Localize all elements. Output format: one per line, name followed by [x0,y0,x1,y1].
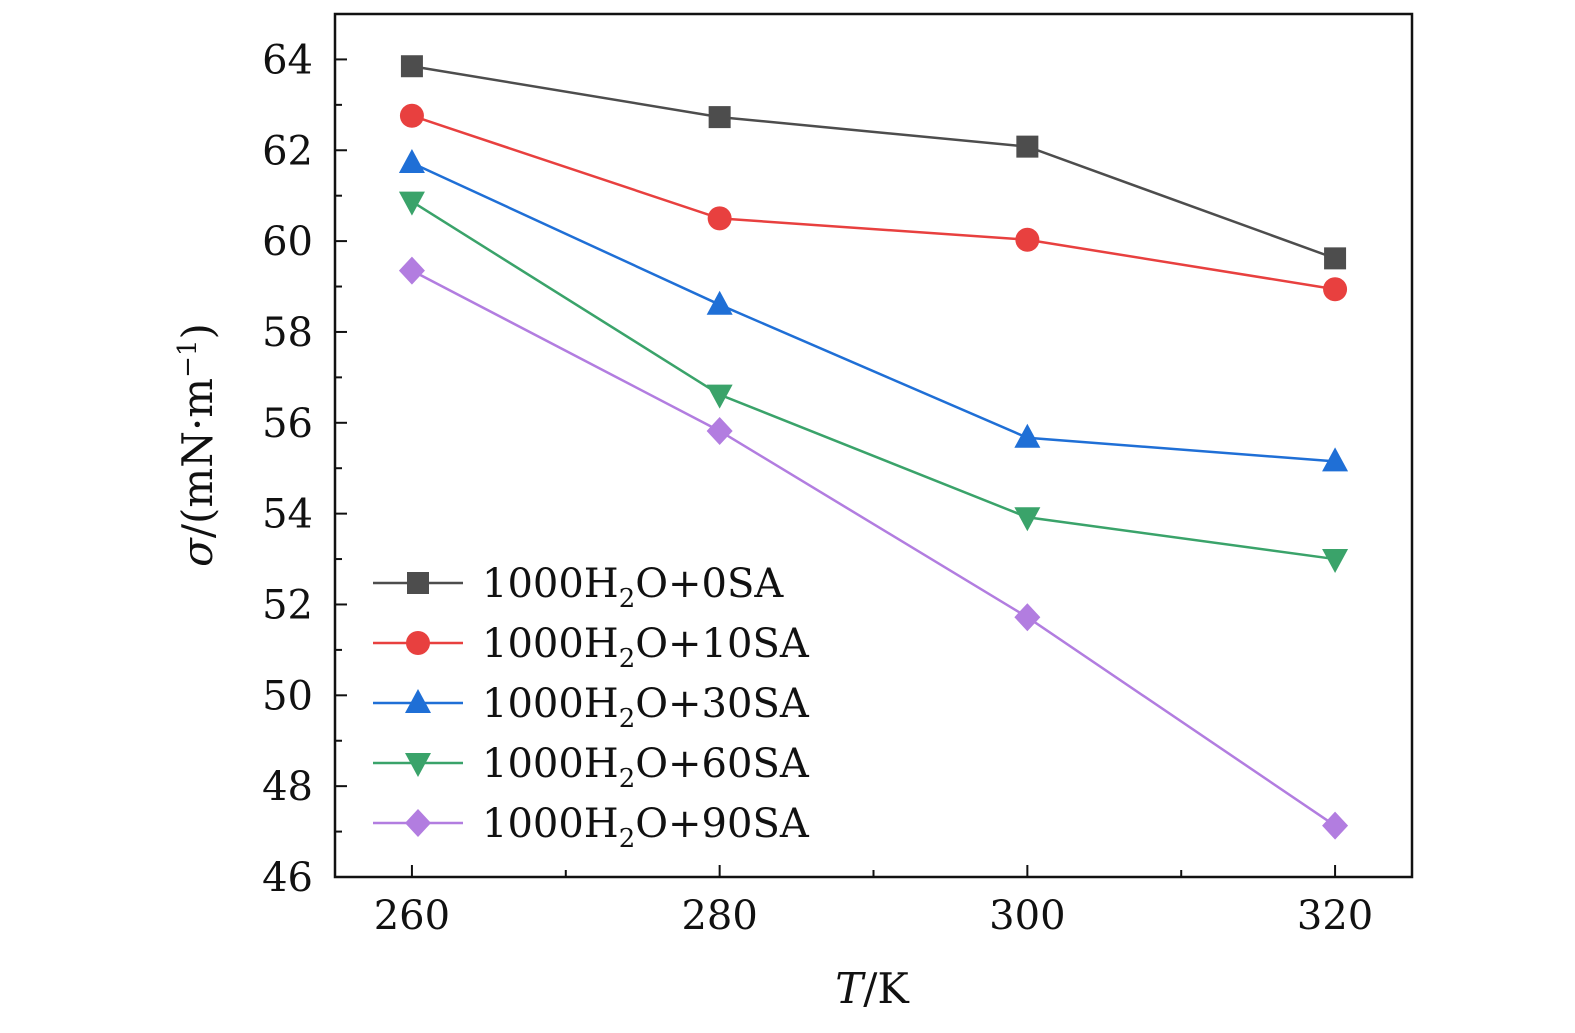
series-line [411,114,1336,291]
y-axis-unit: /(mN·m [173,378,222,538]
series-4 [398,191,1349,574]
x-axis-unit: /K [863,964,910,1013]
legend: 1000H2O+0SA1000H2O+10SA1000H2O+30SA1000H… [373,561,810,854]
legend-label-post: O+0SA [635,561,784,607]
legend-label: 1000H2O+0SA [482,561,784,614]
x-axis-title: T/K [835,964,910,1013]
legend-label-post: O+90SA [635,801,810,847]
series-line [411,65,1336,260]
y-tick-label: 54 [262,492,313,538]
legend-label-sub: 2 [619,704,636,734]
data-point [1014,423,1041,448]
data-point [1016,135,1039,158]
legend-item: 1000H2O+10SA [373,621,810,674]
y-tick-label: 48 [262,764,313,810]
data-point [706,384,733,409]
y-axis-unit-close: ) [173,323,222,339]
data-point [1322,811,1349,840]
legend-marker [405,753,431,777]
data-point [1323,277,1348,302]
y-axis-title: σ/(mN·m−1) [173,323,222,567]
legend-label-post: O+30SA [635,681,810,727]
x-tick-label: 280 [681,893,757,939]
x-tick-label: 260 [374,893,450,939]
legend-label-post: O+60SA [635,741,810,787]
legend-item: 1000H2O+60SA [373,741,810,794]
legend-item: 1000H2O+30SA [373,681,810,734]
y-tick-label: 52 [262,582,313,628]
data-point [1014,507,1041,532]
legend-label: 1000H2O+10SA [482,621,810,674]
legend-item: 1000H2O+0SA [373,561,784,614]
data-point [400,55,423,78]
x-axis: 260 280 300 320 [374,865,1373,939]
legend-marker [406,631,430,655]
legend-label-sub: 2 [619,584,636,614]
legend-item: 1000H2O+90SA [373,801,810,854]
legend-label-pre: 1000H [482,741,619,787]
data-point [706,290,733,315]
data-point [706,416,733,445]
series-line [411,161,1336,463]
legend-label: 1000H2O+90SA [482,801,810,854]
y-axis: 46 48 50 52 54 56 58 60 62 64 [262,37,347,901]
data-point [398,148,425,173]
legend-label-post: O+10SA [635,621,810,667]
data-point [1014,603,1041,632]
x-axis-variable: T [835,964,866,1013]
y-tick-label: 50 [262,673,313,719]
legend-label-sub: 2 [619,764,636,794]
y-tick-label: 60 [262,219,313,265]
legend-label-sub: 2 [619,644,636,674]
data-point [1322,447,1349,472]
legend-label-pre: 1000H [482,621,619,667]
data-point [399,103,424,128]
legend-label-pre: 1000H [482,561,619,607]
data-point [707,206,732,231]
legend-label-pre: 1000H [482,681,619,727]
series-line [411,200,1336,561]
legend-label: 1000H2O+60SA [482,741,810,794]
series-line [411,269,1336,827]
legend-label-sub: 2 [619,824,636,854]
data-point [708,106,731,129]
y-axis-unit-exponent: −1 [173,340,203,378]
data-point [398,256,425,285]
series-1 [400,55,1347,270]
legend-marker [405,809,431,837]
y-tick-label: 64 [262,37,313,83]
series-3 [398,148,1349,472]
data-point [398,191,425,216]
legend-label-pre: 1000H [482,801,619,847]
data-point [1324,247,1347,270]
data-point [1322,549,1349,574]
series-layer [398,55,1349,840]
y-axis-variable: σ [173,537,222,567]
x-tick-label: 300 [989,893,1065,939]
legend-label: 1000H2O+30SA [482,681,810,734]
series-5 [398,256,1349,840]
data-point [1015,227,1040,252]
y-tick-label: 62 [262,128,313,174]
series-2 [399,103,1348,302]
y-tick-label: 46 [262,855,313,901]
legend-marker [405,689,431,713]
y-tick-label: 56 [262,401,313,447]
y-tick-label: 58 [262,310,313,356]
x-tick-label: 320 [1297,893,1373,939]
legend-marker [407,572,429,594]
